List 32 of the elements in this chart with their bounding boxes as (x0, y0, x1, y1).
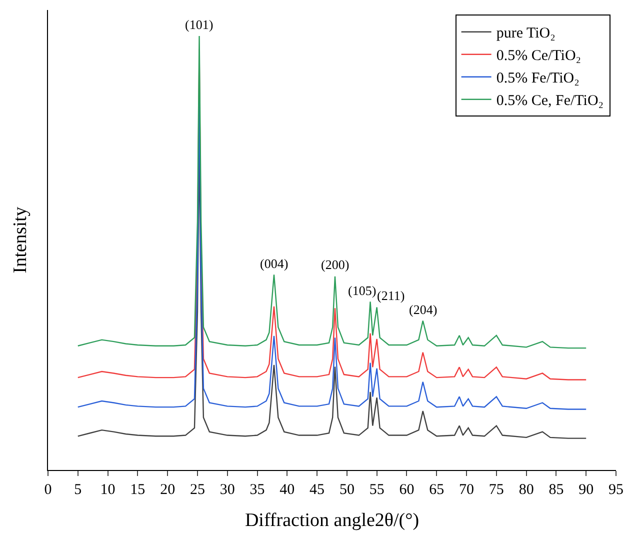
x-tick-label: 5 (74, 482, 82, 498)
legend-label: 0.5% Ce, Fe/TiO₂ (496, 93, 604, 110)
x-tick-label: 15 (130, 482, 146, 498)
x-tick-label: 90 (578, 482, 594, 498)
x-tick-label: 65 (429, 482, 444, 498)
x-tick-label: 75 (488, 482, 504, 498)
annotation: (204) (409, 302, 438, 317)
x-tick-label: 45 (310, 482, 325, 498)
x-tick-label: 55 (369, 482, 384, 498)
x-tick-label: 60 (399, 482, 414, 498)
x-axis-title: Diffraction angle2θ/(°) (244, 510, 420, 531)
x-tick-label: 20 (160, 482, 176, 498)
y-axis-title: Intensity (10, 206, 31, 274)
x-tick-label: 25 (190, 482, 205, 498)
x-tick-label: 0 (44, 482, 52, 498)
annotation: (211) (377, 288, 405, 303)
legend-label: 0.5% Fe/TiO₂ (496, 70, 580, 87)
x-tick-label: 30 (220, 482, 235, 498)
x-tick-label: 70 (459, 482, 474, 498)
x-tick-label: 85 (548, 482, 564, 498)
x-tick-label: 50 (339, 482, 354, 498)
annotation: (004) (260, 256, 288, 271)
x-tick-label: 35 (250, 482, 265, 498)
annotation: (101) (185, 17, 214, 32)
x-tick-label: 10 (100, 482, 116, 498)
x-tick-label: 95 (608, 482, 624, 498)
legend-label: pure TiO₂ (496, 26, 556, 42)
x-tick-label: 80 (518, 482, 534, 498)
legend-label: 0.5% Ce/TiO₂ (496, 48, 582, 64)
annotation: (200) (321, 257, 350, 272)
annotation: (105) (348, 283, 376, 298)
x-tick-label: 40 (280, 482, 295, 498)
